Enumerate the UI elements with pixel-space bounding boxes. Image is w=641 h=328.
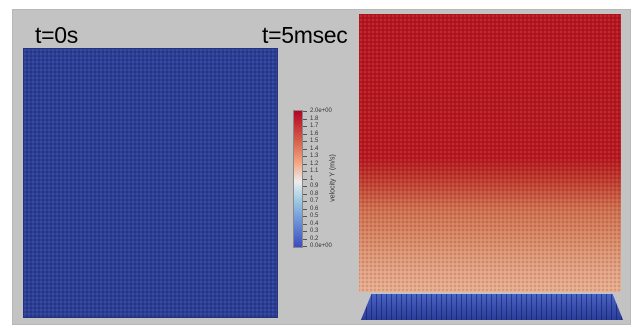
colorbar-tick: [303, 111, 307, 112]
colorbar-tick-label: 1.3: [310, 153, 319, 159]
colorbar-tick: [303, 193, 307, 195]
colorbar-tick: [303, 223, 307, 225]
colorbar-title: velocity Y (m/s): [329, 154, 337, 202]
colorbar-tick-label: 0.7: [310, 198, 319, 204]
colorbar-tick: [303, 246, 307, 247]
colorbar-tick-label: 0.3: [310, 228, 319, 234]
colorbar-tick: [303, 171, 307, 172]
colorbar-tick-label: 1.1: [310, 168, 319, 174]
colorbar-tick: [303, 178, 307, 180]
colorbar-tick: [303, 141, 307, 142]
colorbar-tick-label: 0.5: [310, 213, 319, 219]
colorbar-tick-label: 1.2: [310, 160, 319, 167]
colorbar-tick-label: 0.4: [310, 220, 319, 227]
colorbar-tick: [303, 148, 307, 150]
colorbar-tick: [303, 163, 307, 165]
colorbar-tick-label: 1.7: [310, 123, 319, 129]
colorbar-tick-label: 1: [310, 175, 314, 182]
colorbar-ticks: [303, 111, 308, 247]
colorbar-tick: [303, 118, 307, 120]
colorbar-tick-label: 1.6: [310, 130, 319, 137]
colorbar-tick-label: 0.0e+00: [310, 243, 332, 249]
colorbar-tick: [303, 238, 307, 240]
base-plate: [361, 294, 623, 320]
colorbar-tick-label: 0.8: [310, 190, 319, 197]
colorbar-tick: [303, 133, 307, 135]
colorbar-tick: [303, 186, 307, 187]
colorbar-tick: [303, 126, 307, 127]
colorbar-tick: [303, 201, 307, 202]
colorbar-tick-label: 0.2: [310, 235, 319, 242]
colorbar-tick-label: 0.6: [310, 205, 319, 212]
time-label-left: t=0s: [35, 22, 78, 48]
colorbar-tick: [303, 208, 307, 210]
colorbar-tick: [303, 156, 307, 157]
figure-frame: t=0s t=5msec velocity Y (m/s) 2.0e+00 1.8…: [12, 9, 631, 325]
particle-block-initial: [23, 48, 278, 318]
colorbar-tick: [303, 231, 307, 232]
colorbar-gradient: [293, 110, 303, 248]
time-label-right: t=5msec: [262, 22, 348, 48]
colorbar-tick-label: 1.4: [310, 145, 319, 152]
particle-block-5msec: [359, 14, 621, 292]
colorbar-tick-label: 1.5: [310, 138, 319, 144]
colorbar-tick-label: 0.9: [310, 183, 319, 189]
colorbar-tick: [303, 216, 307, 217]
colorbar-tick-label: 1.8: [310, 115, 319, 122]
colorbar-tick-label: 2.0e+00: [310, 108, 332, 114]
